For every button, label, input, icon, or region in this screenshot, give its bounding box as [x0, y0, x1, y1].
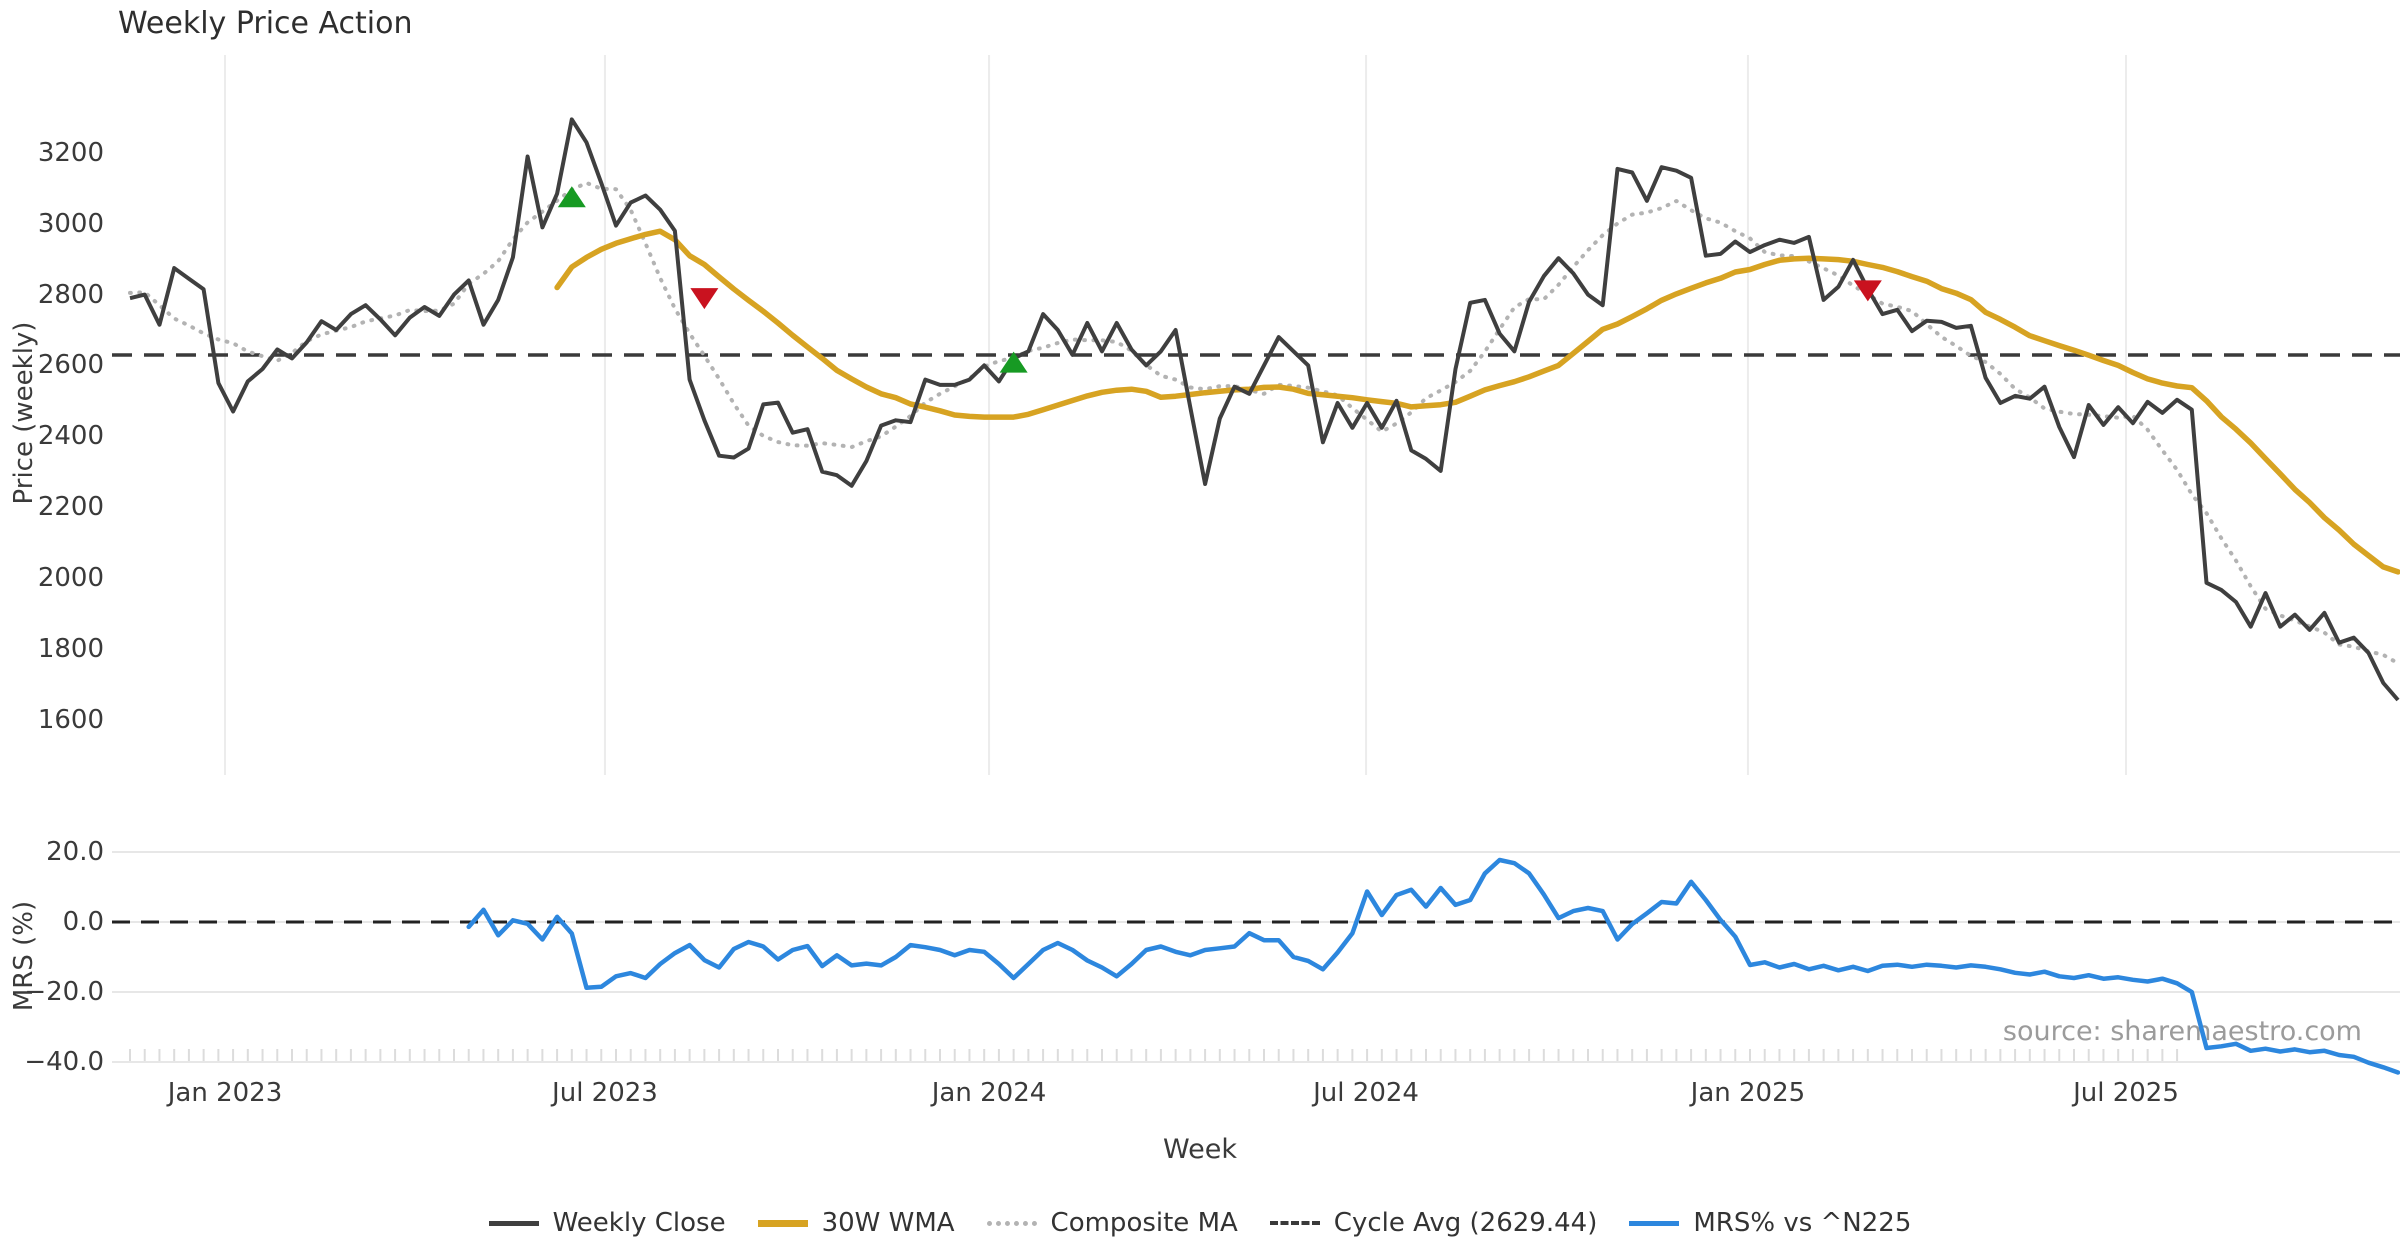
buy-signal-marker	[999, 351, 1028, 373]
price-tick-label: 2200	[37, 492, 104, 523]
legend-label: Composite MA	[1050, 1208, 1238, 1238]
price-tick-label: 1600	[37, 704, 104, 735]
legend-label: 30W WMA	[821, 1208, 955, 1238]
legend-swatch-dotted	[986, 1220, 1037, 1226]
price-tick-label: 3200	[37, 138, 104, 168]
price-tick-label: 3000	[37, 208, 104, 239]
legend-item: Weekly Close	[488, 1208, 726, 1238]
legend-swatch-solid	[1629, 1220, 1680, 1226]
buy-signal-marker	[557, 186, 586, 208]
x-tick-label: Jul 2025	[2073, 1078, 2179, 1108]
mrs-tick-label: −40.0	[24, 1047, 104, 1077]
x-tick-label: Jan 2025	[1690, 1078, 1806, 1108]
mrs-tick-label: 20.0	[46, 837, 104, 867]
legend-swatch-dashed	[1269, 1221, 1320, 1225]
price-tick-label: 2400	[37, 421, 104, 452]
legend-label: Cycle Avg (2629.44)	[1333, 1208, 1598, 1238]
sell-signal-marker	[1853, 280, 1882, 302]
x-axis-label: Week	[1163, 1134, 1237, 1165]
mrs-tick-label: 0.0	[62, 907, 104, 937]
legend-swatch-solid-thick	[757, 1219, 808, 1227]
weekly-close-line	[129, 117, 2400, 702]
x-tick-label: Jan 2023	[167, 1078, 283, 1108]
price-tick-label: 2600	[37, 350, 104, 381]
sell-signal-marker	[690, 288, 719, 310]
price-tick-label: 2000	[37, 562, 104, 593]
x-tick-label: Jul 2023	[552, 1078, 658, 1108]
price-tick-label: 1800	[37, 633, 104, 664]
composite-ma-line	[128, 180, 2400, 666]
legend-item: MRS% vs ^N225	[1629, 1208, 1911, 1238]
legend-swatch-solid	[488, 1220, 539, 1226]
legend-label: Weekly Close	[552, 1208, 726, 1238]
x-tick-label: Jul 2024	[1313, 1078, 1419, 1108]
wma-30w-line	[554, 228, 2400, 575]
mrs-line	[466, 857, 2400, 1075]
legend-item: Cycle Avg (2629.44)	[1269, 1208, 1598, 1238]
page-title: Weekly Price Action	[118, 6, 413, 41]
x-tick-label: Jan 2024	[931, 1078, 1047, 1108]
mrs-tick-label: −20.0	[24, 977, 104, 1007]
chart-legend: Weekly Close 30W WMA Composite MA Cycle Avg…	[0, 1208, 2400, 1238]
legend-item: 30W WMA	[757, 1208, 955, 1238]
legend-item: Composite MA	[986, 1208, 1238, 1238]
legend-label: MRS% vs ^N225	[1693, 1208, 1912, 1238]
price-tick-label: 2800	[37, 279, 104, 310]
source-note: source: sharemaestro.com	[2002, 1016, 2362, 1047]
